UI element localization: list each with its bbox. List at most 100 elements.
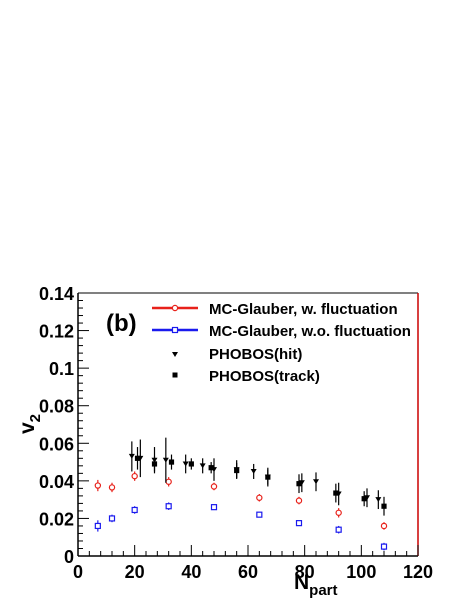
data-point [208,462,214,474]
data-point [108,482,116,493]
x-axis-title: Npart [294,571,338,599]
marker-open-circle [335,509,342,516]
marker-filled-square [168,459,175,465]
legend-marker-mc-glauber-fluct [171,304,179,312]
x-tick-label: 40 [181,562,201,582]
x-tick-label: 0 [73,562,83,582]
data-point [199,458,206,474]
data-series [94,437,388,551]
legend-entry-phobos-hit: PHOBOS(hit) [172,346,302,363]
marker-open-square [295,520,303,527]
marker-filled-square [381,503,387,509]
x-tick-label: 120 [403,562,433,582]
marker-triangle-down [182,461,189,467]
data-point [108,514,116,523]
y-axis-title-main: v [16,422,39,434]
marker-filled-square [134,455,141,461]
legend-marker-phobos-hit [172,352,178,357]
data-point [210,482,218,491]
legend-label-mc-glauber-nofluct: MC-Glauber, w.o. fluctuation [209,323,411,340]
marker-open-square [131,506,138,514]
legend-entry-phobos-track: PHOBOS(track) [172,368,320,385]
data-point [94,479,102,492]
marker-open-square [380,543,388,550]
legend-marker-mc-glauber-nofluct [171,326,179,334]
legend-label-mc-glauber-fluct: MC-Glauber, w. fluctuation [209,301,398,318]
x-axis-title-main: N [294,571,309,594]
data-point [165,477,172,487]
data-point [182,454,189,474]
marker-open-circle [108,484,116,491]
data-point [162,437,169,483]
marker-open-circle [380,522,388,530]
marker-open-square [108,515,116,522]
marker-triangle-down [375,497,382,503]
x-tick-label: 100 [346,562,376,582]
y-tick-label: 0.14 [39,284,74,304]
x-tick-label: 20 [125,562,145,582]
y-tick-label: 0.04 [39,472,74,492]
legend-marker-phobos-track [172,372,178,378]
legend: MC-Glauber, w. fluctuation MC-Glauber, w… [152,301,411,385]
data-point [131,471,138,481]
data-point [210,504,218,511]
data-point [296,474,302,494]
series-3 [134,447,387,516]
marker-filled-square [333,490,339,496]
legend-entry-mc-glauber-nofluct: MC-Glauber, w.o. fluctuation [152,323,411,340]
y-axis-title: v2 [16,414,44,434]
data-point [361,491,367,507]
data-point [313,472,319,492]
marker-open-circle [165,478,172,485]
data-point [165,502,172,510]
y-tick-label: 0.08 [39,397,74,417]
marker-open-circle [210,483,218,490]
data-point [381,496,387,516]
marker-open-circle [256,494,263,501]
x-axis-title-sub: part [309,582,337,599]
y-axis-title-sub: 2 [27,414,44,422]
marker-triangle-down [162,457,169,463]
marker-filled-square [265,474,271,480]
data-point [335,525,342,534]
marker-filled-square [208,465,214,471]
y-tick-label: 0.02 [39,509,74,529]
data-point [168,454,175,470]
data-point [295,496,303,505]
data-point [380,522,388,530]
marker-filled-square [188,461,194,467]
y-tick-label: 0.12 [39,322,74,342]
marker-triangle-down [199,463,206,469]
marker-open-circle [94,482,102,489]
data-point [151,456,158,472]
marker-triangle-down [250,468,257,474]
marker-open-square [165,503,172,510]
y-tick-label: 0 [64,547,74,567]
marker-open-circle [295,497,303,504]
y-tick-label: 0.06 [39,434,74,454]
data-point [94,520,101,532]
legend-entry-mc-glauber-fluct: MC-Glauber, w. fluctuation [152,301,398,318]
data-point [380,542,388,551]
ticks [77,292,419,557]
marker-open-square [210,504,218,511]
data-point [335,508,342,518]
series-2 [128,437,382,510]
series-0 [94,471,388,530]
tick-labels: 0 20 40 60 80 100 120 0 0.02 0.04 0.06 0.08 0.1 0.12 0… [39,284,433,582]
marker-filled-square [296,481,302,487]
marker-open-square [335,526,342,533]
y-tick-label: 0.1 [49,359,74,379]
data-point [295,520,303,527]
data-point [265,469,271,485]
legend-label-phobos-hit: PHOBOS(hit) [209,346,302,363]
data-point [128,441,135,472]
marker-filled-square [234,467,240,474]
marker-filled-square [361,496,367,502]
data-point [250,463,257,479]
legend-label-phobos-track: PHOBOS(track) [209,368,320,385]
data-point [134,447,141,470]
x-tick-label: 80 [295,562,315,582]
marker-filled-square [151,461,158,467]
